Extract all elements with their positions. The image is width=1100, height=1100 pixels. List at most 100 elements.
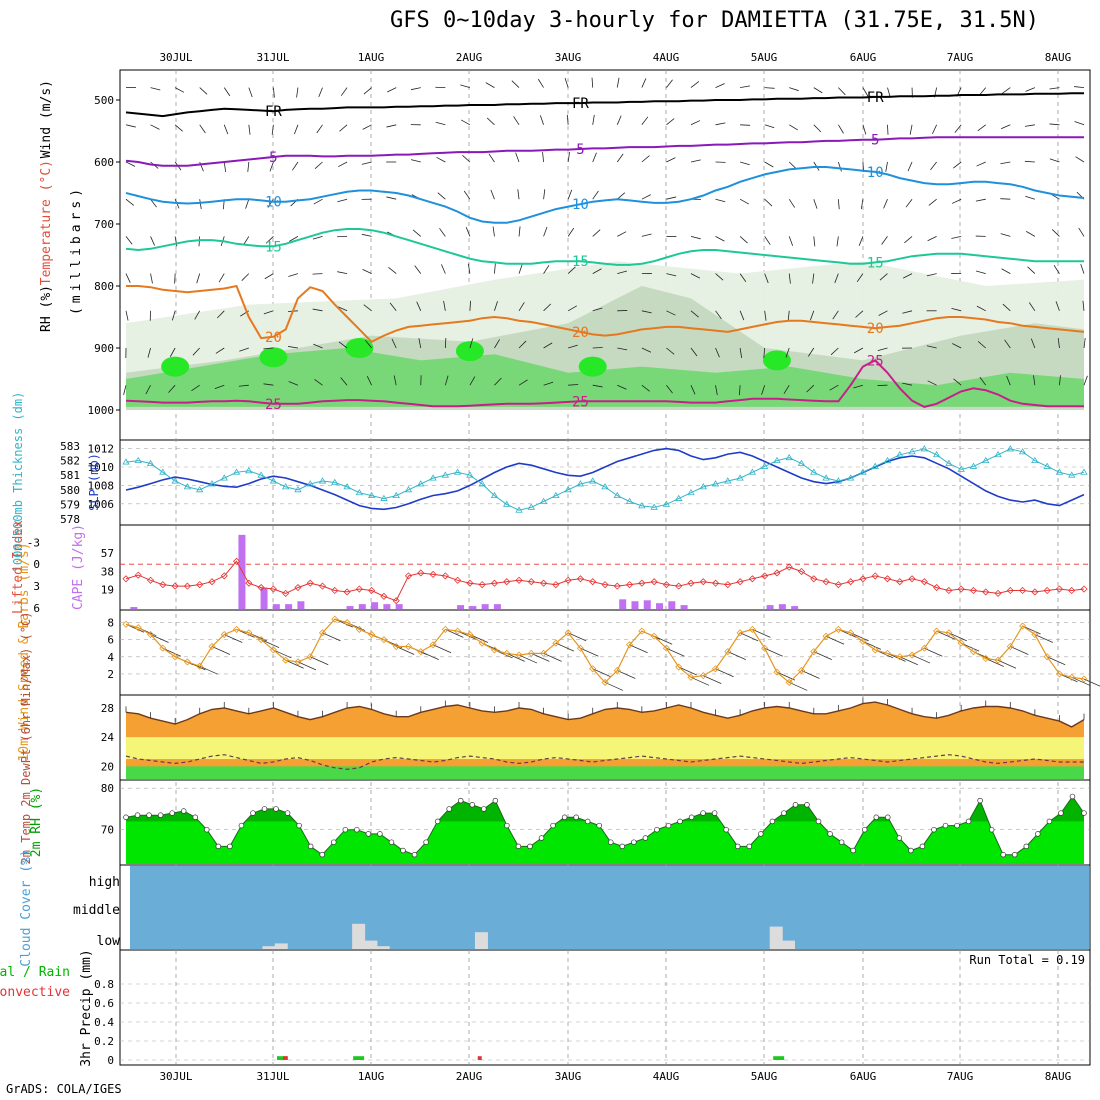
rh2m-point [619, 843, 626, 850]
thickness-point [920, 445, 929, 452]
wind-barb-10m [420, 651, 439, 661]
wind-barb [340, 87, 348, 96]
wind-barb [272, 87, 275, 98]
wind-barb [215, 347, 225, 354]
thickness-point [576, 480, 585, 487]
date-label-bottom: 6AUG [850, 1070, 877, 1083]
wind-speed-point [343, 618, 351, 627]
rh2m-point [538, 835, 545, 841]
cape-tick-label: 57 [101, 547, 114, 560]
cloud-low-bar [352, 923, 366, 949]
wind-barb [1025, 195, 1035, 200]
cape-bar [346, 606, 354, 609]
lifted-point [576, 575, 585, 583]
wind-barb [592, 347, 603, 349]
wind-barb [690, 385, 696, 395]
cape-bar [643, 600, 651, 609]
cape-bar [656, 603, 664, 609]
wind-barb [339, 124, 348, 132]
lifted-point [380, 592, 388, 600]
wind-barb [125, 310, 129, 321]
wind-barb [460, 84, 471, 88]
wind-barb [928, 198, 937, 206]
wind-speed-point [417, 648, 425, 656]
isotherm-label: 10 [572, 197, 589, 213]
wind-barb [263, 383, 274, 386]
wind-barb [542, 152, 544, 163]
date-label-top: 7AUG [947, 51, 974, 64]
thickness-point [810, 468, 818, 475]
wind-barb [813, 236, 816, 247]
cape-tick-label: 38 [101, 565, 114, 578]
date-label-bottom: 3AUG [555, 1070, 582, 1083]
lifted-point [969, 586, 978, 595]
wind-barb [879, 273, 888, 281]
wind-barb [1001, 268, 1011, 274]
thickness-point [589, 477, 597, 484]
lifted-tick-label: 6 [33, 602, 40, 615]
wind-speed-point [552, 639, 560, 647]
lifted-point [331, 586, 339, 595]
wind-speed-point [625, 641, 634, 649]
wind-speed-point [441, 625, 449, 633]
date-label-bottom: 7AUG [947, 1070, 974, 1083]
wind-barb [1049, 87, 1060, 90]
isotherm-label: FR [572, 96, 589, 112]
thickness-point [355, 488, 364, 496]
lifted-point [883, 575, 892, 583]
rh2m-point [250, 810, 256, 816]
wind-barb [362, 124, 372, 130]
wind-barb [813, 199, 818, 209]
lifted-point [822, 578, 830, 586]
wind-speed-point [994, 656, 1002, 664]
wind-barb [150, 87, 161, 91]
wind-barb [288, 346, 299, 349]
wind-barb [1027, 266, 1036, 274]
thickness-point [539, 497, 548, 504]
wind-barb-10m [592, 668, 611, 678]
rh2m-point [215, 843, 222, 850]
wind-barb [488, 153, 495, 163]
lifted-point [896, 578, 904, 586]
lifted-point [797, 567, 806, 576]
wind-barb [785, 347, 790, 358]
wind-barb [783, 384, 790, 394]
wind-speed-point [650, 632, 658, 640]
wind-barb [312, 273, 323, 275]
wind-speed-point [773, 668, 781, 676]
pressure-tick-label: 600 [94, 156, 114, 169]
wind-speed-point [429, 641, 437, 649]
wind-barb [288, 273, 299, 277]
thickness-point [797, 459, 806, 466]
wind-barb [1078, 227, 1085, 237]
wind-barb [567, 189, 573, 200]
wind-barb [1028, 302, 1036, 312]
isotherm-label: 15 [867, 255, 884, 271]
wind-barb [338, 341, 348, 349]
lifted-point [687, 579, 695, 587]
wind-barb [592, 190, 599, 200]
thickness-point [171, 477, 179, 484]
wind-speed-point [969, 648, 978, 656]
wind-barb-10m [273, 649, 292, 659]
wind-barb [690, 273, 701, 279]
wind-barb [877, 347, 888, 351]
wind-barb-10m [1071, 676, 1090, 686]
wind-barb [174, 124, 183, 132]
rh2m-point [885, 814, 891, 821]
isotherm-5 [125, 136, 1084, 167]
lifted-point [871, 572, 879, 580]
precip-tick-label: 0.8 [94, 978, 114, 991]
rh2m-point [965, 818, 972, 825]
wind-barb [365, 339, 372, 349]
wind-speed-point [576, 644, 585, 652]
isotherm-label: 15 [265, 239, 282, 255]
wind-barb [1024, 160, 1035, 163]
wind-barb [145, 385, 151, 395]
lifted-point [159, 581, 167, 589]
wind-barb [543, 303, 552, 312]
wind-barb-10m [617, 670, 636, 679]
wind-barb [887, 124, 889, 135]
date-label-top: 1AUG [358, 51, 385, 64]
